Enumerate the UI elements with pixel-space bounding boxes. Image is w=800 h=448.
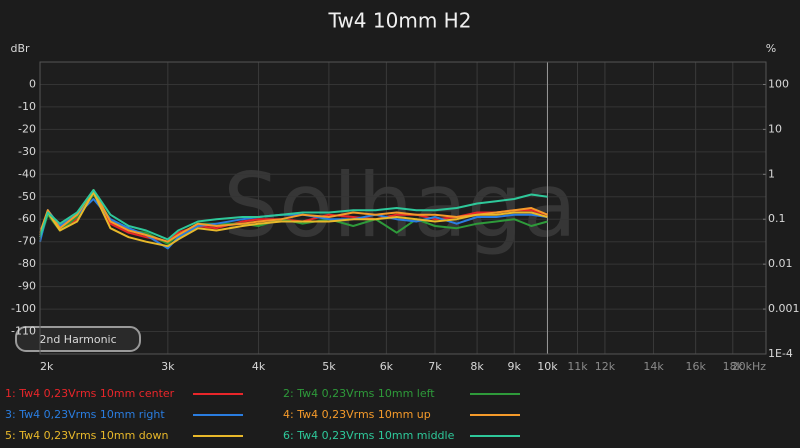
series-line	[39, 189, 548, 243]
x-tick-label: 18k	[723, 360, 744, 373]
x-tick-label: 14k	[643, 360, 664, 373]
button-frame[interactable]	[15, 326, 141, 352]
legend: 1: Tw4 0,23Vrms 10mm center 2: Tw4 0,23Vr…	[5, 387, 520, 442]
lines	[39, 189, 548, 250]
y2-tick-label: 0.01	[768, 257, 793, 270]
y-tick-label: -110	[11, 325, 36, 338]
harmonic-button[interactable]: 2nd Harmonic	[15, 326, 141, 352]
x-tick-label: 7k	[428, 360, 442, 373]
x-tick-label: 11k	[567, 360, 588, 373]
chart-title: Tw4 10mm H2	[328, 9, 472, 33]
y-tick-label: -60	[18, 212, 36, 225]
y-tick-label: -40	[18, 167, 36, 180]
y-tick-label: -30	[18, 145, 36, 158]
legend-label: 2: Tw4 0,23Vrms 10mm left	[283, 387, 435, 400]
x-tick-label: 3k	[161, 360, 175, 373]
x-tick-label: 5k	[322, 360, 336, 373]
y-tick-label: -80	[18, 257, 36, 270]
y-tick-label: -20	[18, 122, 36, 135]
series-line	[39, 189, 548, 241]
y-axis-label: dBr	[10, 42, 30, 55]
x-tick-label: 4k	[252, 360, 266, 373]
legend-label: 1: Tw4 0,23Vrms 10mm center	[5, 387, 175, 400]
button-label[interactable]: 2nd Harmonic	[39, 333, 116, 346]
y2-tick-label: 0.001	[768, 302, 800, 315]
y2-tick-label: 10	[768, 122, 782, 135]
x-tick-label: 20kHz	[732, 360, 767, 373]
y-tick-label: -100	[11, 302, 36, 315]
y-tick-label: 0	[29, 77, 36, 90]
x-tick-label: 16k	[685, 360, 706, 373]
y2-axis-label: %	[766, 42, 776, 55]
x-tick-label: 8k	[470, 360, 484, 373]
x-tick-label: 9k	[508, 360, 522, 373]
x-tick-label: 10k	[537, 360, 558, 373]
y-tick-label: -70	[18, 235, 36, 248]
y2-tick-label: 1	[768, 167, 775, 180]
watermark: Solhaga	[223, 154, 577, 257]
legend-label: 5: Tw4 0,23Vrms 10mm down	[5, 429, 169, 442]
y-tick-label: -10	[18, 100, 36, 113]
x-tick-label: 12k	[595, 360, 616, 373]
y-tick-label: -90	[18, 280, 36, 293]
y2-tick-label: 0.1	[768, 212, 786, 225]
y2-tick-label: 100	[768, 77, 789, 90]
legend-label: 6: Tw4 0,23Vrms 10mm middle	[283, 429, 455, 442]
legend-label: 4: Tw4 0,23Vrms 10mm up	[283, 408, 431, 421]
x-tick-label: 6k	[380, 360, 394, 373]
legend-label: 3: Tw4 0,23Vrms 10mm right	[5, 408, 165, 421]
series-line	[39, 191, 548, 248]
y2-tick-label: 1E-4	[768, 347, 793, 360]
y-tick-label: -50	[18, 190, 36, 203]
plot-frame	[39, 61, 767, 355]
x-tick-label: 2k	[40, 360, 54, 373]
